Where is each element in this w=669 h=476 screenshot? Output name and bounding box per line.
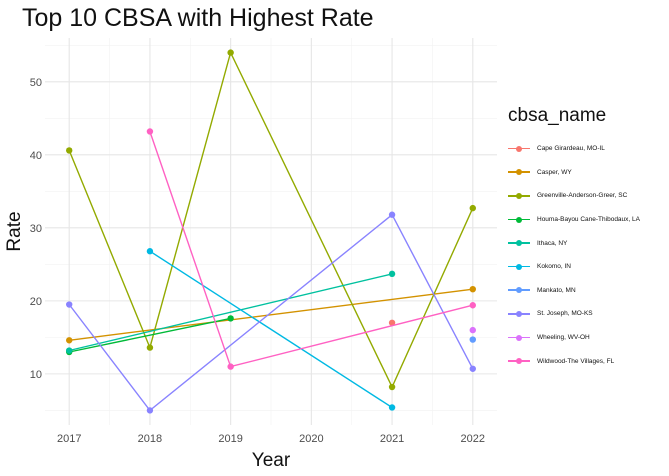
legend-label: Greenville-Anderson-Greer, SC bbox=[537, 192, 628, 200]
legend-item: Wheeling, WV-OH bbox=[508, 326, 640, 350]
series-line bbox=[69, 317, 231, 353]
data-point bbox=[469, 285, 476, 293]
legend-key bbox=[508, 190, 530, 202]
legend-item: St. Joseph, MO-KS bbox=[508, 302, 640, 326]
y-tick-label: 30 bbox=[30, 223, 42, 235]
legend-label: Ithaca, NY bbox=[537, 239, 568, 247]
data-point bbox=[227, 49, 234, 56]
legend-key bbox=[508, 237, 530, 249]
legend-label: Wildwood-The Villages, FL bbox=[537, 357, 615, 365]
data-point bbox=[146, 248, 154, 255]
legend-item: Wildwood-The Villages, FL bbox=[508, 349, 640, 373]
data-point bbox=[388, 211, 396, 218]
legend-item: Casper, WY bbox=[508, 161, 640, 185]
data-point bbox=[146, 128, 154, 135]
legend-key bbox=[508, 332, 530, 344]
y-tick-label: 20 bbox=[30, 296, 42, 308]
data-point bbox=[469, 204, 476, 212]
x-tick-label: 2022 bbox=[461, 433, 485, 445]
y-tick-label: 10 bbox=[30, 369, 42, 381]
legend-key bbox=[508, 261, 530, 273]
legend-item: Cape Girardeau, MO-IL bbox=[508, 137, 640, 161]
legend-label: Cape Girardeau, MO-IL bbox=[537, 145, 605, 153]
series-line bbox=[69, 288, 473, 341]
data-point bbox=[227, 363, 234, 370]
legend-item: Greenville-Anderson-Greer, SC bbox=[508, 184, 640, 208]
legend-item: Mankato, MN bbox=[508, 279, 640, 303]
legend-label: St. Joseph, MO-KS bbox=[537, 310, 593, 318]
data-point bbox=[66, 301, 73, 308]
legend-key bbox=[508, 214, 530, 226]
y-tick-label: 40 bbox=[30, 150, 42, 162]
data-point bbox=[388, 404, 396, 411]
data-point bbox=[227, 315, 234, 322]
y-tick-label: 50 bbox=[30, 77, 42, 89]
legend-item: Houma-Bayou Cane-Thibodaux, LA bbox=[508, 208, 640, 232]
legend-item: Ithaca, NY bbox=[508, 231, 640, 255]
series-line bbox=[68, 213, 474, 412]
legend-key bbox=[508, 308, 530, 320]
legend-title: cbsa_name bbox=[508, 105, 607, 126]
legend-key bbox=[508, 284, 530, 296]
legend-label: Houma-Bayou Cane-Thibodaux, LA bbox=[537, 216, 640, 224]
legend-key bbox=[508, 355, 530, 367]
x-tick-label: 2020 bbox=[299, 433, 323, 445]
data-point bbox=[388, 270, 396, 278]
x-tick-label: 2019 bbox=[218, 433, 242, 445]
data-point bbox=[66, 347, 73, 354]
series-line bbox=[69, 273, 393, 352]
chart-title: Top 10 CBSA with Highest Rate bbox=[22, 4, 374, 32]
legend-key bbox=[508, 166, 530, 178]
data-point bbox=[66, 337, 73, 344]
x-tick-label: 2017 bbox=[57, 433, 81, 445]
data-point bbox=[469, 326, 476, 334]
legend-label: Wheeling, WV-OH bbox=[537, 334, 590, 342]
data-point bbox=[469, 365, 476, 372]
legend: cbsa_name Cape Girardeau, MO-IL Casper, W… bbox=[508, 105, 640, 373]
legend-label: Mankato, MN bbox=[537, 286, 576, 294]
data-point bbox=[388, 319, 396, 326]
data-point bbox=[146, 407, 154, 414]
legend-label: Kokomo, IN bbox=[537, 263, 571, 271]
legend-items: Cape Girardeau, MO-IL Casper, WY Greenvill… bbox=[508, 137, 640, 373]
legend-key bbox=[508, 143, 530, 155]
series-line bbox=[149, 250, 393, 409]
legend-item: Kokomo, IN bbox=[508, 255, 640, 279]
x-tick-label: 2018 bbox=[138, 433, 162, 445]
data-point bbox=[469, 302, 476, 309]
x-tick-label: 2021 bbox=[380, 433, 404, 445]
x-axis-title: Year bbox=[252, 450, 291, 471]
data-point bbox=[469, 336, 476, 343]
legend-label: Casper, WY bbox=[537, 168, 572, 176]
data-point bbox=[66, 147, 73, 154]
data-point bbox=[146, 344, 154, 351]
data-point bbox=[388, 383, 396, 391]
y-axis-title: Rate bbox=[4, 211, 25, 251]
